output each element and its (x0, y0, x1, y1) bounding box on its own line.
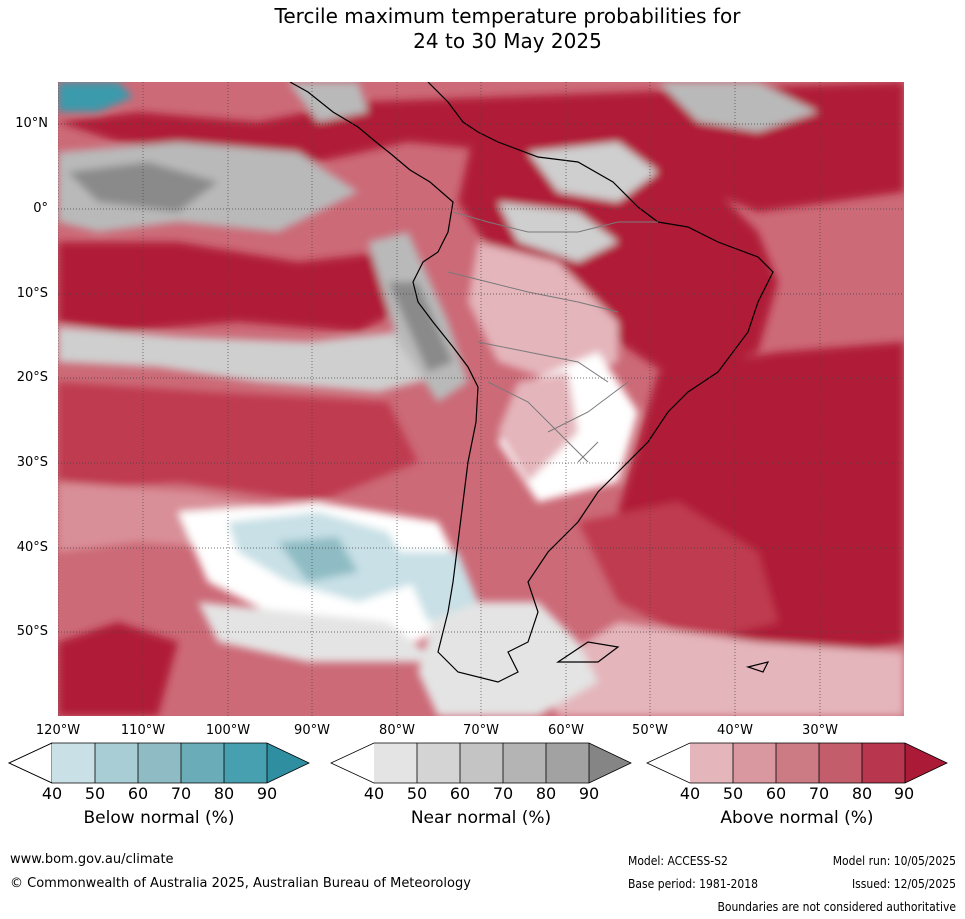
map-title: Tercile maximum temperature probabilitie… (0, 4, 965, 54)
legend-tick: 60 (765, 784, 787, 803)
legend-title: Below normal (%) (83, 808, 235, 828)
colorbar-segment (589, 743, 631, 783)
lon-label: 50°W (632, 723, 668, 738)
probability-region (388, 282, 453, 372)
lat-label: 40°S (16, 540, 48, 555)
lon-label: 60°W (548, 723, 584, 738)
legend-tick: 70 (170, 784, 192, 803)
coastlines (289, 82, 774, 683)
lon-label: 30°W (802, 723, 838, 738)
colorbar-segment (733, 743, 776, 783)
model-run: Model run: 10/05/2025 (832, 854, 956, 868)
lon-label: 70°W (463, 723, 499, 738)
legend-tick: 90 (578, 784, 600, 803)
lon-label: 90°W (294, 723, 330, 738)
probability-region (458, 112, 778, 382)
probability-region (58, 82, 133, 112)
colorbar-segment (905, 743, 947, 783)
country-borders (447, 211, 658, 463)
map-svg (58, 82, 904, 716)
colorbar-near-normal (330, 742, 632, 784)
probability-region (58, 242, 418, 332)
colorbar-segment (95, 743, 138, 783)
legend-tick: 60 (449, 784, 471, 803)
title-line-2: 24 to 30 May 2025 (413, 29, 602, 53)
legend-tick: 60 (127, 784, 149, 803)
model-name: Model: ACCESS-S2 (628, 854, 728, 868)
issued-date: Issued: 12/05/2025 (851, 877, 956, 891)
probability-region (198, 602, 438, 662)
colorbar-segment (862, 743, 905, 783)
probability-region (58, 327, 458, 392)
probability-region (658, 82, 818, 132)
colorbar-segment (546, 743, 589, 783)
legend-tick: 50 (722, 784, 744, 803)
lon-label: 100°W (205, 723, 251, 738)
colorbar-segment (8, 742, 53, 784)
legend-tick: 90 (893, 784, 915, 803)
colorbar-segment (690, 743, 733, 783)
legend-tick: 80 (851, 784, 873, 803)
lon-label: 120°W (35, 723, 81, 738)
legend-tick: 90 (256, 784, 278, 803)
title-line-1: Tercile maximum temperature probabilitie… (274, 4, 741, 28)
colorbar-segment (819, 743, 862, 783)
lat-label: 20°S (16, 370, 48, 385)
website-link[interactable]: www.bom.gov.au/climate (10, 852, 174, 867)
colorbar-below-normal (8, 742, 310, 784)
legend-tick: 40 (41, 784, 63, 803)
colorbar-segment (138, 743, 181, 783)
legend-tick: 40 (363, 784, 385, 803)
colorbar-segment (503, 743, 546, 783)
probability-region (498, 372, 578, 482)
legend-title: Above normal (%) (720, 808, 874, 828)
colorbar-segment (374, 743, 417, 783)
legend-tick: 80 (213, 784, 235, 803)
colorbar-segment (647, 743, 690, 783)
probability-region (578, 502, 778, 642)
colorbar-above-normal (646, 742, 948, 784)
lat-label: 50°S (16, 624, 48, 639)
lat-label: 30°S (16, 455, 48, 470)
legend-tick: 50 (406, 784, 428, 803)
legend-tick: 40 (679, 784, 701, 803)
legend-tick: 50 (84, 784, 106, 803)
lat-label: 10°N (15, 116, 48, 131)
probability-region (58, 622, 178, 716)
colorbar-segment (417, 743, 460, 783)
lat-label: 0° (33, 201, 48, 216)
graticule (58, 82, 904, 716)
probability-fields (58, 82, 904, 716)
copyright-text: © Commonwealth of Australia 2025, Austra… (10, 876, 471, 891)
legend-tick: 70 (808, 784, 830, 803)
lon-label: 40°W (717, 723, 753, 738)
colorbar-segment (224, 743, 267, 783)
base-period: Base period: 1981-2018 (628, 877, 759, 891)
boundary-disclaimer: Boundaries are not considered authoritat… (717, 900, 956, 914)
lon-label: 110°W (120, 723, 166, 738)
legend-tick: 70 (492, 784, 514, 803)
lon-label: 80°W (379, 723, 415, 738)
legend-title: Near normal (%) (410, 808, 552, 828)
probability-region (528, 142, 658, 202)
colorbar-segment (267, 743, 309, 783)
colorbar-segment (52, 743, 95, 783)
probability-region (418, 602, 598, 716)
lat-label: 10°S (16, 286, 48, 301)
probability-region (398, 552, 478, 622)
colorbar-segment (181, 743, 224, 783)
colorbar-segment (460, 743, 503, 783)
legend-tick: 80 (535, 784, 557, 803)
colorbar-segment (331, 743, 374, 783)
probability-region (538, 622, 904, 716)
probability-map (58, 82, 904, 716)
colorbar-segment (776, 743, 819, 783)
probability-region (58, 382, 418, 502)
